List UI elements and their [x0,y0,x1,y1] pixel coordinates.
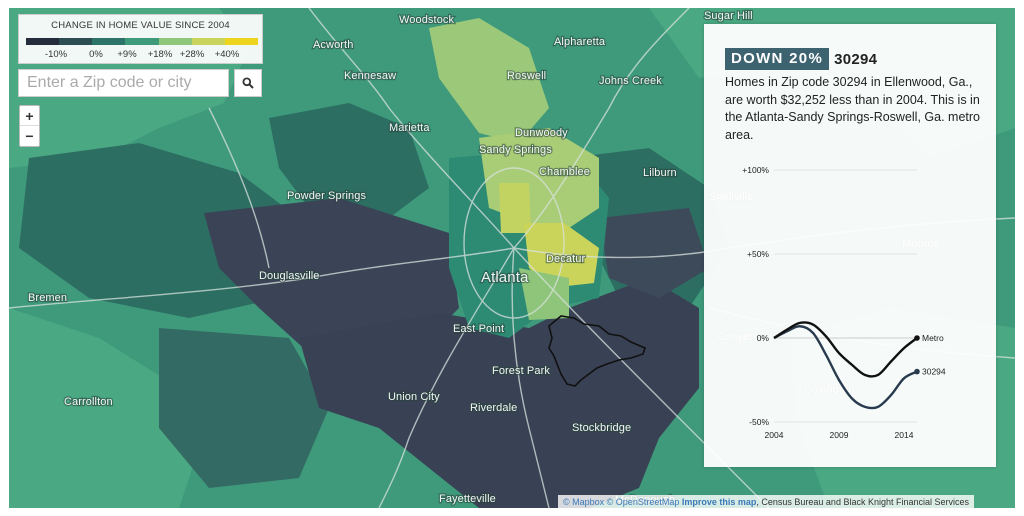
place-label: Alpharetta [554,36,606,48]
place-label: Douglasville [259,270,320,282]
map-region [599,208,709,298]
y-tick-label: 0% [757,333,770,343]
map-region [499,183,531,233]
info-description: Homes in Zip code 30294 in Ellenwood, Ga… [725,75,980,142]
search-icon [242,77,254,89]
legend-swatch [59,38,93,45]
place-label: Carrollton [64,396,113,408]
series-end-point [914,335,920,341]
legend-ticks: -10% 0% +9% +18% +28% +40% [19,49,262,61]
y-tick-label: -50% [749,417,769,427]
place-label: Chamblee [539,166,590,178]
map-region [9,308,199,508]
place-label: Sugar Hill [704,10,753,22]
map-region [269,103,429,218]
info-panel: DOWN 20% 30294 Homes in Zip code 30294 i… [704,24,996,467]
legend-swatch [92,38,126,45]
map-region [524,223,599,288]
place-label: Riverdale [470,402,517,414]
legend-swatch [158,38,192,45]
trend-chart: +100% +50% 0% -50% 2004 2009 2014 30294 Metro [742,165,946,440]
place-label: Powder Springs [287,190,366,202]
zoom-control: + − [19,105,40,147]
x-tick-label: 2009 [830,430,849,440]
x-tick-label: 2014 [895,430,914,440]
place-label: Sandy Springs [479,144,552,156]
place-label: Kennesaw [344,70,396,82]
legend: CHANGE IN HOME VALUE SINCE 2004 -10% 0% +9… [18,14,263,64]
selected-zip-outline [548,315,646,387]
place-label: Marietta [389,122,430,134]
legend-swatch [26,38,60,45]
map-region [299,278,699,508]
x-tick-label: 2004 [765,430,784,440]
series-label: Metro [922,333,944,343]
place-label: Lilburn [643,167,677,179]
place-label: Bremen [28,292,67,304]
legend-color-bar [26,38,258,45]
legend-title: CHANGE IN HOME VALUE SINCE 2004 [51,20,230,31]
place-label: East Point [453,323,504,335]
place-label: Decatur [546,253,585,265]
legend-swatch [224,38,258,45]
legend-tick: 0% [89,49,103,60]
legend-tick: +28% [179,49,205,60]
place-label: Woodstock [399,14,455,26]
search-input[interactable] [18,69,229,97]
y-tick-label: +50% [747,249,769,259]
legend-swatch [191,38,225,45]
series-line [773,321,918,378]
legend-tick: -10% [44,49,68,60]
map-attribution: © Mapbox © OpenStreetMap Improve this ma… [558,495,975,508]
change-badge: DOWN 20% [725,48,830,70]
place-label: Forest Park [492,365,550,377]
series-label: 30294 [922,367,946,377]
map-region [159,328,329,488]
place-label: Roswell [507,70,546,82]
info-heading: DOWN 20% 30294 [725,48,877,70]
place-label: Acworth [313,39,353,51]
openstreetmap-link[interactable]: © OpenStreetMap [606,497,680,507]
y-tick-label: +100% [742,165,769,175]
place-label: Johns Creek [599,75,662,87]
zoom-in-button[interactable]: + [20,106,39,126]
legend-tick: +9% [117,49,137,60]
place-label: Stockbridge [572,422,631,434]
mapbox-link[interactable]: © Mapbox [563,497,605,507]
zip-title: 30294 [834,50,878,68]
search-button[interactable] [234,69,262,97]
place-label: Fayetteville [439,493,496,505]
attribution-sources: , Census Bureau and Black Knight Financi… [756,497,970,507]
series-line [773,325,918,410]
legend-tick: +18% [147,49,173,60]
improve-map-link[interactable]: Improve this map [681,497,757,507]
map-region [429,18,549,143]
place-label: Atlanta [481,269,529,286]
legend-swatch [125,38,159,45]
place-label: Dunwoody [515,127,568,139]
legend-tick: +40% [214,49,240,60]
place-label: Union City [388,391,440,403]
map-region [204,198,459,353]
series-end-point [914,368,920,375]
zoom-out-button[interactable]: − [20,126,39,146]
